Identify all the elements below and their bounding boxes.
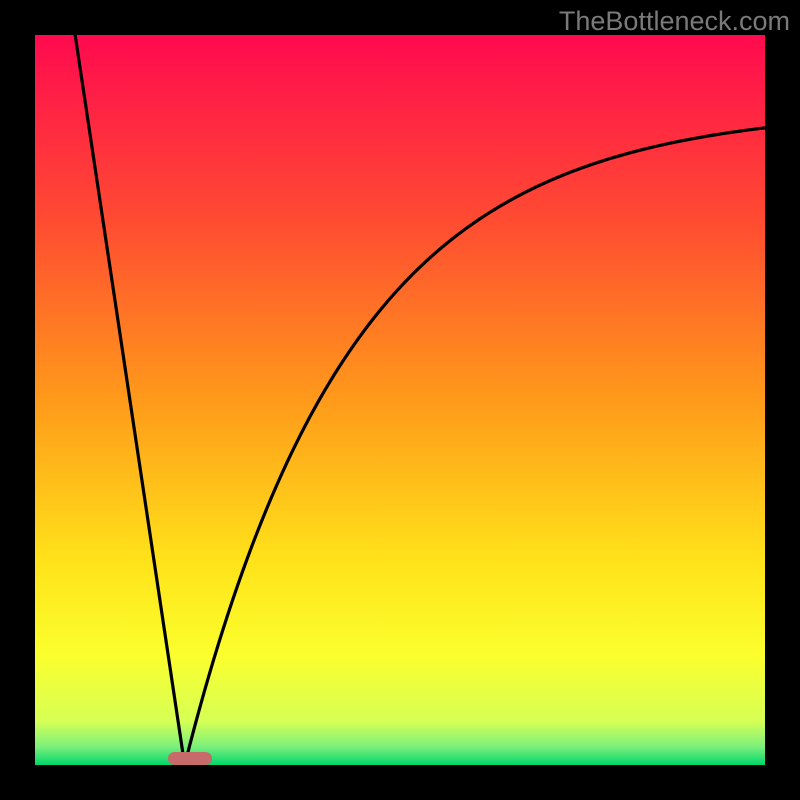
watermark-text: TheBottleneck.com bbox=[559, 6, 790, 37]
chart-container: TheBottleneck.com bbox=[0, 0, 800, 800]
gradient-plot-background bbox=[35, 35, 765, 765]
notch-marker bbox=[168, 752, 212, 765]
